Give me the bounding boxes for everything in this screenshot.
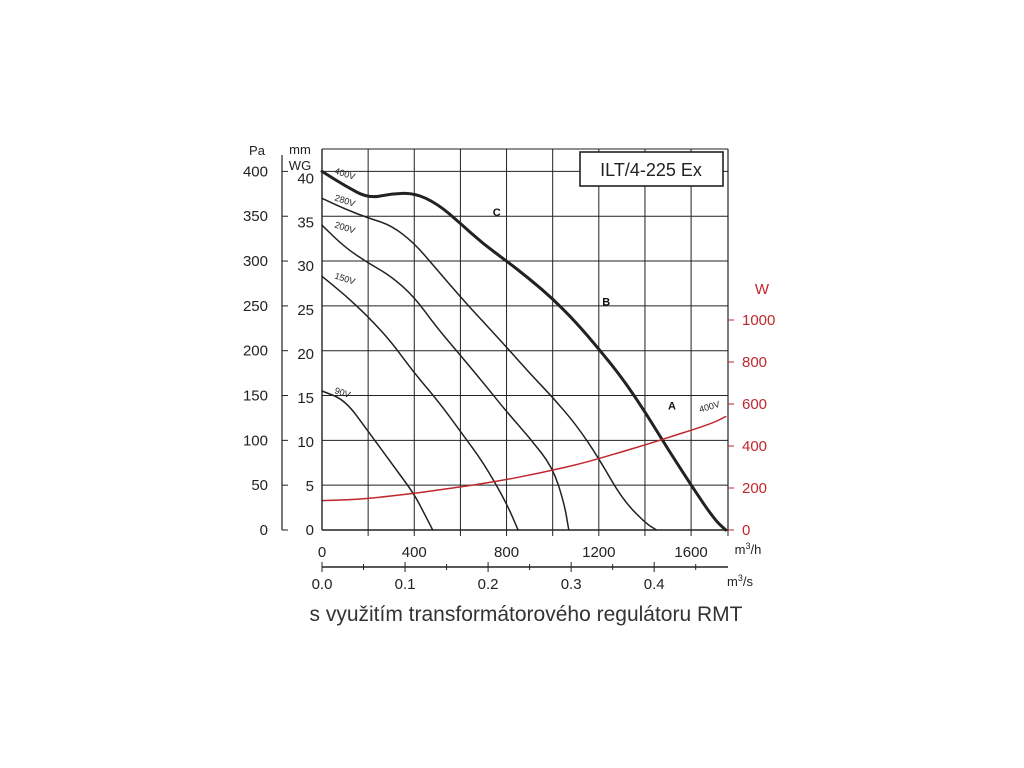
w-tick-label: 0 <box>742 522 750 539</box>
operating-point-b: B <box>602 297 610 309</box>
w-tick-label: 1000 <box>742 312 775 329</box>
mmwg-tick-label: 10 <box>297 434 314 451</box>
pa-tick-label: 400 <box>243 163 268 180</box>
model-box: ILT/4-225 Ex <box>579 151 724 187</box>
model-title: ILT/4-225 Ex <box>600 160 702 180</box>
mmwg-unit-line2: WG <box>289 158 311 173</box>
series-curve-400v-power <box>321 415 727 502</box>
x-tick-label: 800 <box>494 544 519 561</box>
w-tick-label: 200 <box>742 480 767 497</box>
x2-tick-label: 0.1 <box>395 576 416 593</box>
pa-tick-label: 150 <box>243 388 268 405</box>
labels: 0 400 800 1200 1600 m3/h0.0 0.1 0.2 0.3 0.4 m3/s05… <box>243 142 775 593</box>
w-tick-label: 600 <box>742 396 767 413</box>
axes <box>281 149 734 572</box>
pa-tick-label: 300 <box>243 253 268 270</box>
series-label-400v-power: 400V <box>698 399 721 414</box>
pa-tick-label: 350 <box>243 208 268 225</box>
x2-tick-label: 0.4 <box>644 576 665 593</box>
series-curve-400v <box>320 169 728 532</box>
x-tick-label: 0 <box>318 544 326 561</box>
mmwg-tick-label: 15 <box>297 390 314 407</box>
grid <box>322 148 729 530</box>
curves <box>320 169 728 532</box>
mmwg-tick-label: 40 <box>297 170 314 187</box>
pa-axis-unit: Pa <box>249 143 266 158</box>
mmwg-tick-label: 25 <box>297 302 314 319</box>
x-tick-label: 1600 <box>674 544 707 561</box>
model-box-frame <box>579 151 724 187</box>
mmwg-tick-label: 20 <box>297 346 314 363</box>
chart-caption: s využitím transformátorového regulátoru… <box>310 603 743 626</box>
mmwg-tick-label: 30 <box>297 258 314 275</box>
x2-tick-label: 0.0 <box>312 576 333 593</box>
pa-tick-label: 250 <box>243 298 268 315</box>
pa-tick-label: 100 <box>243 432 268 449</box>
w-tick-label: 800 <box>742 354 767 371</box>
x2-tick-label: 0.3 <box>561 576 582 593</box>
pa-tick-label: 0 <box>260 522 268 539</box>
operating-point-c: C <box>493 207 501 219</box>
series-curve-280v <box>321 197 658 531</box>
operating-point-a: A <box>668 401 676 413</box>
w-axis-unit: W <box>755 281 770 298</box>
x-tick-label: 1200 <box>582 544 615 561</box>
mmwg-tick-label: 0 <box>306 522 314 539</box>
series-label-280v: 280V <box>333 193 356 209</box>
pa-tick-label: 200 <box>243 343 268 360</box>
pa-tick-label: 50 <box>251 477 268 494</box>
series-label-200v: 200V <box>333 220 356 236</box>
series-label-150v: 150V <box>333 271 356 287</box>
mmwg-unit-line1: mm <box>289 142 311 157</box>
mmwg-tick-label: 5 <box>306 478 314 495</box>
x-tick-label: 400 <box>402 544 427 561</box>
series-curve-90v <box>321 390 434 531</box>
series-curve-150v <box>321 275 519 531</box>
mmwg-tick-label: 35 <box>297 214 314 231</box>
x2-tick-label: 0.2 <box>478 576 499 593</box>
x2-axis-unit: m3/s <box>727 573 753 589</box>
series-label-90v: 90V <box>333 385 351 399</box>
x-axis-unit: m3/h <box>735 541 762 557</box>
series-curve-200v <box>321 224 570 531</box>
w-tick-label: 400 <box>742 438 767 455</box>
